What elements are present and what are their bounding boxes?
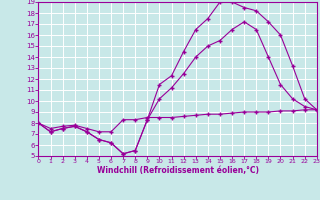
- X-axis label: Windchill (Refroidissement éolien,°C): Windchill (Refroidissement éolien,°C): [97, 166, 259, 175]
